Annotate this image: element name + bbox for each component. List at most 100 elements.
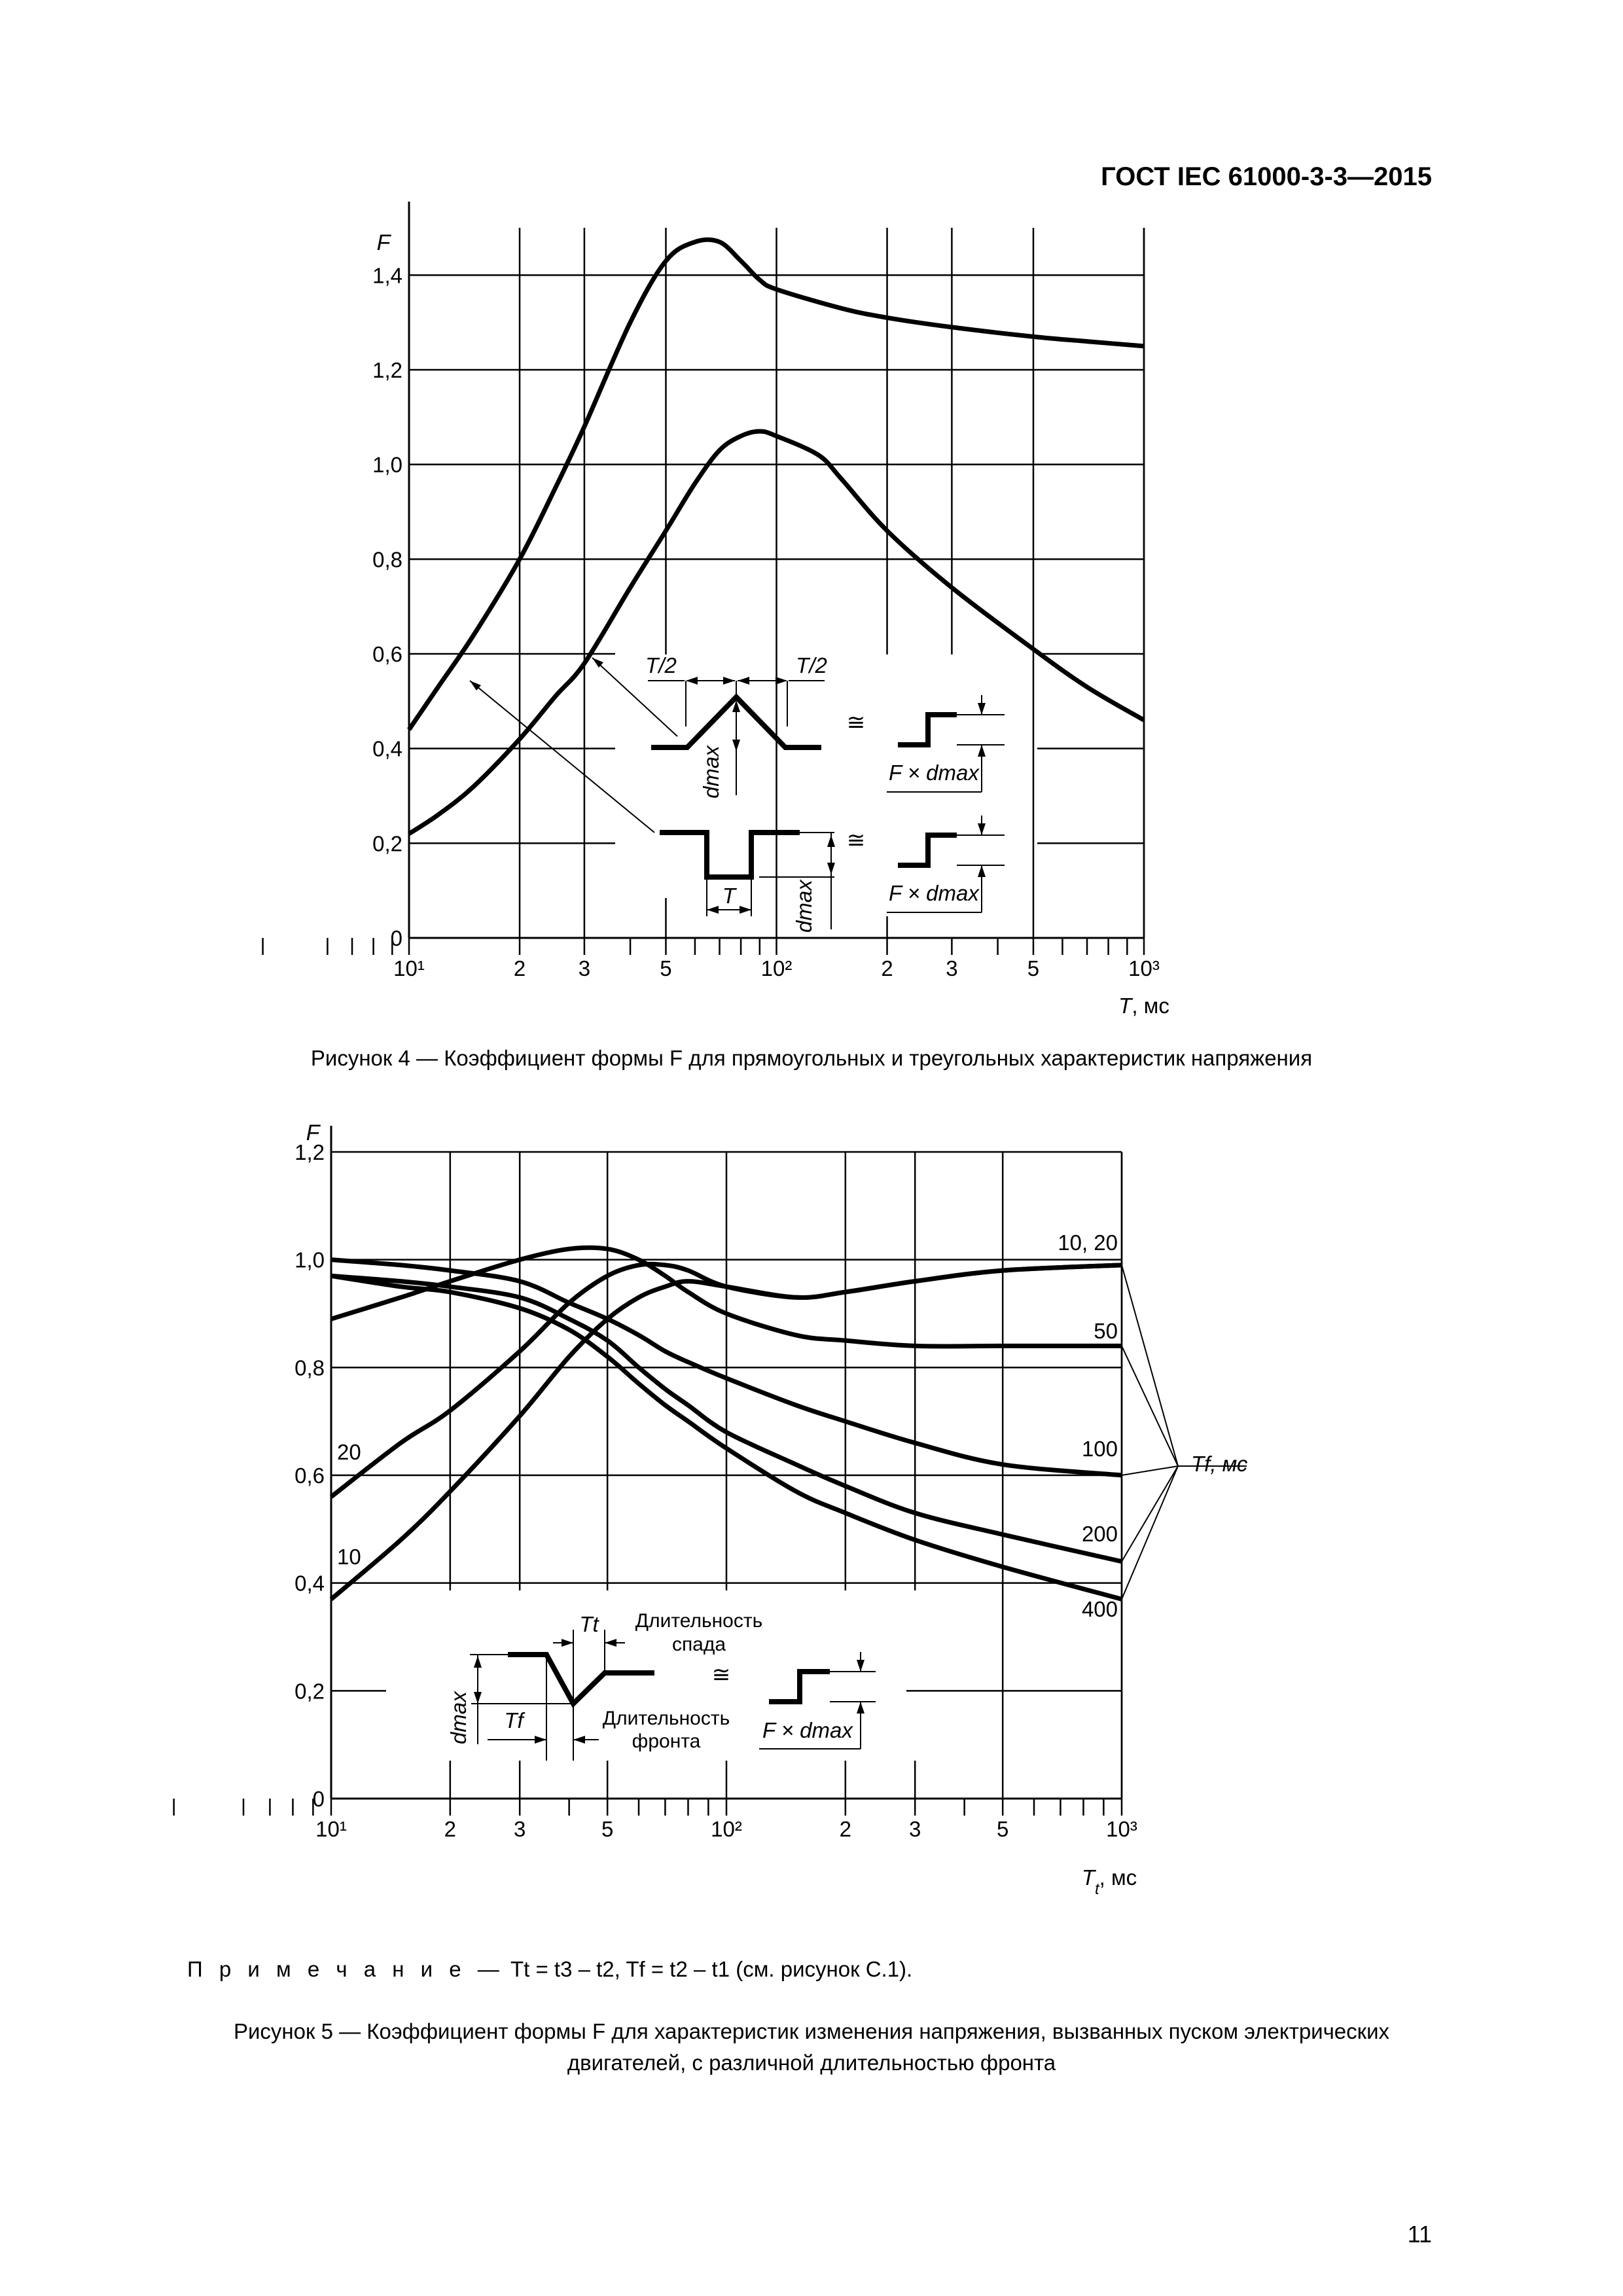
- x-tick-label: 3: [946, 956, 957, 980]
- series-line-400: [330, 1273, 1122, 1602]
- y-axis-label: F: [306, 1121, 321, 1145]
- figure-4-tick-labels: 0 0,2 0,4 0,6 0,8 1,0 1,2 1,4 10¹ 2 3 5 10² 2 3 5 10³: [372, 263, 1160, 980]
- series-label: 10, 20: [1058, 1230, 1118, 1255]
- rect-dmax-label: dmax: [792, 879, 816, 933]
- inset-motor-start-pulse: [470, 1630, 654, 1761]
- x-axis-label: T, мс: [1118, 994, 1169, 1018]
- y-tick-label: 0: [391, 926, 402, 950]
- y-tick-label: 1,4: [372, 263, 402, 287]
- figure-5-chart: 0 0,2 0,4 0,6 0,8 1,0 1,2 10¹ 2 3 5 10² 2 3 5 10³ 10, 2…: [173, 1121, 1248, 1898]
- tail-desc-line2: спада: [672, 1634, 726, 1655]
- x-tick-label: 2: [840, 1817, 851, 1841]
- series-line-curve-1: [407, 237, 1145, 731]
- tf-convergence: [1121, 1265, 1247, 1600]
- figure-5-series-labels: 10, 20 50 100 200 400 20 10: [337, 1230, 1118, 1621]
- x-tick-label: 10²: [761, 956, 793, 980]
- tri-dmax-label: dmax: [699, 745, 723, 798]
- tf-leader-line: [1121, 1465, 1179, 1562]
- y-tick-label: 0,4: [372, 737, 402, 761]
- document-code: ГОСТ IEC 61000-3-3—2015: [1101, 162, 1432, 191]
- y-tick-label: 1,2: [372, 358, 402, 382]
- x-tick-label: 10¹: [315, 1817, 347, 1841]
- inset-step-label-fig5: F × dmax: [762, 1718, 853, 1742]
- x-tick-label: 10²: [711, 1817, 742, 1841]
- series-line-curve-2: [408, 429, 1145, 836]
- figure-5-note: П р и м е ч а н и е — Tt = t3 – t2, Tf =…: [187, 1957, 912, 1982]
- tf-leader-line: [1121, 1265, 1179, 1467]
- tf-axis-label: Tf, мс: [1191, 1452, 1248, 1476]
- y-tick-label: 0,8: [294, 1355, 325, 1380]
- y-tick-label: 0: [313, 1787, 325, 1811]
- tri-half-left-label: T/2: [645, 653, 677, 677]
- tail-label: Tt: [579, 1612, 599, 1636]
- approx-symbol-2: ≅: [847, 828, 866, 853]
- y-tick-label: 0,2: [372, 831, 402, 855]
- y-tick-label: 0,2: [294, 1679, 325, 1703]
- figure-4-caption: Рисунок 4 — Коэффициент формы F для прям…: [310, 1046, 1313, 1070]
- figure-4-series: [407, 237, 1145, 836]
- series-line-100: [330, 1257, 1122, 1478]
- step-bottom-label: F × dmax: [889, 881, 980, 905]
- inset-rectangular-pulse: [660, 830, 835, 929]
- figure-4-chart: 0 0,2 0,4 0,6 0,8 1,0 1,2 1,4 10¹ 2 3 5 10² 2 3 5 10³ F …: [262, 202, 1169, 1018]
- x-tick-label: 2: [444, 1817, 456, 1841]
- y-tick-label: 1,0: [372, 453, 402, 477]
- figure-5-caption-line1: Рисунок 5 — Коэффициент формы F для хара…: [233, 2019, 1390, 2043]
- x-tick-label: 10¹: [393, 956, 425, 980]
- x-tick-label: 5: [660, 956, 671, 980]
- y-tick-label: 0,4: [294, 1571, 325, 1596]
- x-tick-label: 3: [909, 1817, 921, 1841]
- series-label: 400: [1082, 1597, 1118, 1621]
- inset-dmax-label: dmax: [446, 1691, 471, 1744]
- x-axis-label: Tt, мс: [1082, 1865, 1137, 1898]
- inset-step-top: [887, 695, 1005, 793]
- series-label: 20: [337, 1440, 361, 1464]
- figure-5-tick-labels: 0 0,2 0,4 0,6 0,8 1,0 1,2 10¹ 2 3 5 10² 2 3 5 10³: [294, 1140, 1137, 1841]
- x-tick-label: 3: [514, 1817, 526, 1841]
- note-prefix: П р и м е ч а н и е —: [187, 1957, 505, 1981]
- y-tick-label: 0,8: [372, 547, 402, 571]
- x-tick-label: 5: [601, 1817, 613, 1841]
- front-label: Tf: [504, 1708, 526, 1732]
- y-tick-label: 1,2: [294, 1140, 325, 1164]
- series-line-20: [329, 1261, 1122, 1499]
- tf-leader-line: [1121, 1465, 1179, 1600]
- approx-symbol-1: ≅: [847, 710, 866, 735]
- note-text: Tt = t3 – t2, Tf = t2 – t1 (см. рисунок …: [510, 1957, 913, 1981]
- inset-step-bottom: [887, 816, 1005, 913]
- inset-triangle-pulse: [648, 677, 825, 795]
- step-top-label: F × dmax: [889, 761, 980, 785]
- x-tick-label: 5: [997, 1817, 1008, 1841]
- x-tick-label: 5: [1027, 956, 1039, 980]
- x-tick-label: 3: [579, 956, 590, 980]
- page-number: 11: [1407, 2221, 1432, 2248]
- series-label: 50: [1094, 1319, 1118, 1343]
- approx-symbol-3: ≅: [712, 1662, 731, 1687]
- x-tick-label: 2: [881, 956, 893, 980]
- leader-arrows: [469, 657, 678, 833]
- x-tick-label: 2: [514, 956, 526, 980]
- y-axis-label: F: [377, 230, 392, 255]
- tf-leader-line: [1121, 1345, 1179, 1467]
- figure-5-series: [329, 1245, 1122, 1602]
- front-desc-line1: Длительность: [603, 1708, 730, 1729]
- y-tick-label: 0,6: [372, 642, 402, 666]
- figure-4-grid: [262, 202, 1145, 955]
- inset-step-fig5: [759, 1652, 876, 1749]
- series-label: 200: [1082, 1522, 1118, 1546]
- rect-width-label: T: [722, 884, 738, 908]
- tail-desc-line1: Длительность: [635, 1610, 762, 1632]
- front-desc-line2: фронта: [632, 1731, 701, 1752]
- tf-leader-line: [1121, 1465, 1179, 1476]
- series-label: 10: [337, 1545, 361, 1569]
- series-line-200: [330, 1273, 1122, 1564]
- y-tick-label: 0,6: [294, 1463, 325, 1488]
- series-label: 100: [1082, 1437, 1118, 1461]
- tri-half-right-label: T/2: [796, 653, 827, 677]
- figure-5-caption-line2: двигателей, с различной длительностью фр…: [567, 2051, 1056, 2075]
- figure-5-caption: Рисунок 5 — Коэффициент формы F для хара…: [0, 2016, 1623, 2079]
- x-tick-label: 10³: [1128, 956, 1160, 980]
- series-line-50: [330, 1245, 1122, 1349]
- x-tick-label: 10³: [1106, 1817, 1137, 1841]
- y-tick-label: 1,0: [294, 1248, 325, 1272]
